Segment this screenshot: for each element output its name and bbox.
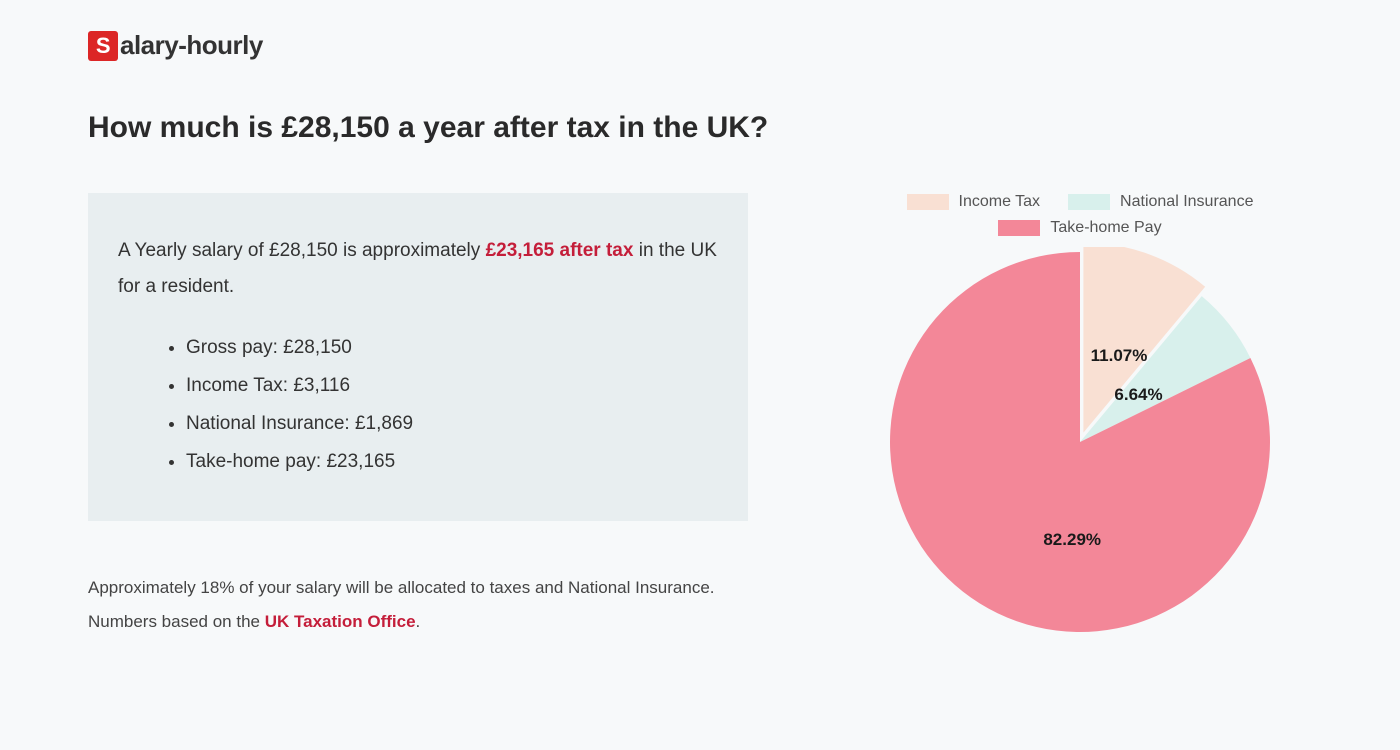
list-item: Income Tax: £3,116 xyxy=(186,367,718,405)
tax-office-link[interactable]: UK Taxation Office xyxy=(265,612,416,631)
list-item: Gross pay: £28,150 xyxy=(186,329,718,367)
legend-item: Take-home Pay xyxy=(998,219,1161,237)
list-item: National Insurance: £1,869 xyxy=(186,405,718,443)
summary-highlight: £23,165 after tax xyxy=(486,240,634,261)
legend-label: Income Tax xyxy=(959,193,1041,211)
footnote-line1: Approximately 18% of your salary will be… xyxy=(88,578,715,597)
summary-prefix: A Yearly salary of £28,150 is approximat… xyxy=(118,240,486,261)
legend-item: National Insurance xyxy=(1068,193,1253,211)
pie-slice-label: 11.07% xyxy=(1091,346,1148,366)
main-content: A Yearly salary of £28,150 is approximat… xyxy=(88,193,1312,639)
legend-label: National Insurance xyxy=(1120,193,1253,211)
logo-text: alary-hourly xyxy=(120,30,263,61)
summary-box: A Yearly salary of £28,150 is approximat… xyxy=(88,193,748,521)
footnote-line2-prefix: Numbers based on the xyxy=(88,612,265,631)
logo-badge: S xyxy=(88,31,118,61)
breakdown-list: Gross pay: £28,150 Income Tax: £3,116 Na… xyxy=(118,329,718,481)
legend-swatch xyxy=(907,194,949,210)
pie-slice-label: 82.29% xyxy=(1043,530,1101,550)
pie-chart: 11.07% 6.64% 82.29% xyxy=(885,247,1275,637)
list-item: Take-home pay: £23,165 xyxy=(186,443,718,481)
site-logo: Salary-hourly xyxy=(88,30,1312,61)
legend-swatch xyxy=(998,220,1040,236)
chart-legend: Income Tax National Insurance Take-home … xyxy=(880,193,1280,237)
legend-label: Take-home Pay xyxy=(1050,219,1161,237)
page-title: How much is £28,150 a year after tax in … xyxy=(88,111,1312,145)
footnote: Approximately 18% of your salary will be… xyxy=(88,571,748,639)
summary-sentence: A Yearly salary of £28,150 is approximat… xyxy=(118,233,718,305)
legend-swatch xyxy=(1068,194,1110,210)
pie-svg xyxy=(885,247,1275,637)
legend-item: Income Tax xyxy=(907,193,1041,211)
footnote-line2-suffix: . xyxy=(416,612,421,631)
pie-slice-label: 6.64% xyxy=(1114,385,1162,405)
chart-column: Income Tax National Insurance Take-home … xyxy=(848,193,1312,637)
left-column: A Yearly salary of £28,150 is approximat… xyxy=(88,193,748,639)
